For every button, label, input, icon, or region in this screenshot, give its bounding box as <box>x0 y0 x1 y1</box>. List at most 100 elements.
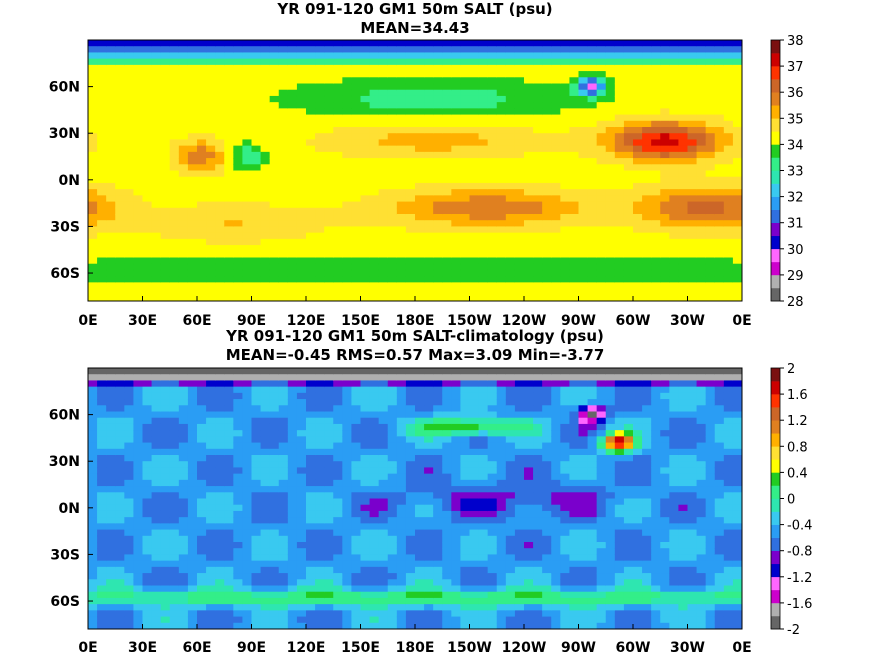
heatmap-cell <box>633 182 643 190</box>
heatmap-cell <box>151 523 162 531</box>
heatmap-cell <box>269 120 280 128</box>
heatmap-cell <box>405 145 416 153</box>
heatmap-cell <box>233 214 244 221</box>
heatmap-cell <box>569 108 580 116</box>
heatmap-cell <box>169 461 180 469</box>
heatmap-cell <box>660 151 670 159</box>
heatmap-cell <box>178 548 189 556</box>
heatmap-cell <box>687 251 698 259</box>
heatmap-cell <box>242 442 253 450</box>
heatmap-cell <box>160 455 171 462</box>
heatmap-cell <box>378 392 389 400</box>
heatmap-cell <box>396 189 407 196</box>
heatmap-cell <box>169 610 180 618</box>
heatmap-cell <box>197 182 207 190</box>
heatmap-cell <box>315 220 325 228</box>
heatmap-cell <box>696 269 707 277</box>
heatmap-cell <box>269 479 280 487</box>
heatmap-cell <box>378 523 389 531</box>
heatmap-cell <box>197 467 207 475</box>
heatmap-cell <box>306 523 316 531</box>
heatmap-cell <box>88 498 98 506</box>
heatmap-cell <box>596 40 607 47</box>
heatmap-cell <box>106 282 116 290</box>
heatmap-cell <box>115 461 125 469</box>
heatmap-cell <box>197 263 207 271</box>
heatmap-cell <box>333 430 343 437</box>
heatmap-cell <box>333 245 343 252</box>
heatmap-cell <box>215 374 225 382</box>
heatmap-cell <box>215 510 225 518</box>
heatmap-cell <box>242 46 253 54</box>
heatmap-cell <box>315 257 325 265</box>
heatmap-cell <box>596 214 607 221</box>
heatmap-cell <box>451 220 462 228</box>
heatmap-cell <box>533 58 543 66</box>
heatmap-cell <box>224 579 234 587</box>
heatmap-cell <box>560 58 571 66</box>
heatmap-cell <box>224 71 234 78</box>
heatmap-cell <box>442 610 452 618</box>
heatmap-cell <box>142 604 153 611</box>
heatmap-cell <box>669 294 680 301</box>
heatmap-cell <box>324 560 334 568</box>
heatmap-cell <box>678 158 689 165</box>
heatmap-cell <box>442 517 452 524</box>
heatmap-cell <box>478 207 489 215</box>
heatmap-cell <box>405 436 416 444</box>
heatmap-cell <box>124 585 135 593</box>
heatmap-cell <box>178 560 189 568</box>
heatmap-cell <box>206 102 216 109</box>
heatmap-cell <box>251 288 262 296</box>
heatmap-cell <box>351 102 362 109</box>
heatmap-cell <box>524 294 534 301</box>
heatmap-cell <box>187 220 198 228</box>
heatmap-cell <box>424 195 434 203</box>
heatmap-cell <box>142 585 153 593</box>
heatmap-cell <box>333 133 343 141</box>
heatmap-cell <box>378 46 389 54</box>
heatmap-cell <box>142 251 153 259</box>
heatmap-cell <box>378 232 389 240</box>
heatmap-cell <box>678 145 689 153</box>
heatmap-cell <box>160 127 171 134</box>
heatmap-cell <box>315 461 325 469</box>
heatmap-cell <box>287 89 298 97</box>
y-tick-label: 0N <box>59 173 80 189</box>
heatmap-cell <box>514 176 525 184</box>
heatmap-cell <box>88 164 98 172</box>
heatmap-cell <box>206 473 216 481</box>
heatmap-cell <box>578 220 589 228</box>
heatmap-cell <box>169 430 180 437</box>
heatmap-cell <box>633 170 643 178</box>
heatmap-cell <box>97 554 107 562</box>
heatmap-cell <box>187 164 198 172</box>
heatmap-cell <box>215 220 225 228</box>
heatmap-cell <box>160 207 171 215</box>
heatmap-cell <box>687 164 698 172</box>
heatmap-cell <box>251 95 262 103</box>
heatmap-cell <box>251 448 262 456</box>
heatmap-cell <box>732 71 742 78</box>
heatmap-cell <box>660 263 670 271</box>
heatmap-cell <box>224 573 234 580</box>
heatmap-cell <box>424 127 434 134</box>
heatmap-cell <box>424 473 434 481</box>
heatmap-cell <box>433 467 443 475</box>
heatmap-cell <box>614 127 625 134</box>
heatmap-cell <box>160 257 171 265</box>
heatmap-cell <box>351 95 362 103</box>
heatmap-cell <box>687 133 698 141</box>
heatmap-cell <box>197 585 207 593</box>
heatmap-cell <box>387 89 398 97</box>
heatmap-cell <box>124 288 135 296</box>
heatmap-cell <box>569 182 580 190</box>
heatmap-cell <box>251 46 262 54</box>
heatmap-cell <box>315 95 325 103</box>
heatmap-cell <box>460 71 471 78</box>
heatmap-cell <box>106 71 116 78</box>
heatmap-cell <box>187 201 198 209</box>
heatmap-cell <box>342 120 353 128</box>
heatmap-cell <box>315 423 325 431</box>
heatmap-cell <box>324 399 334 406</box>
